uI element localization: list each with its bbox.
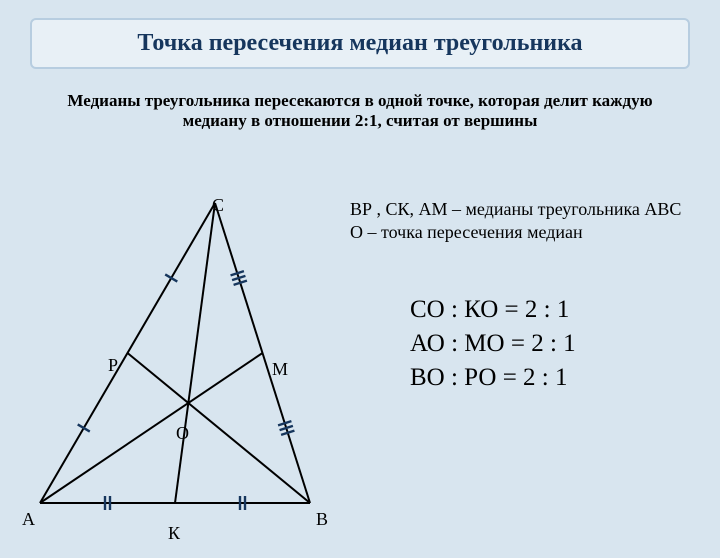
vertex-label-b: В	[316, 509, 328, 530]
vertex-label-o: О	[176, 423, 189, 444]
vertex-label-k: К	[168, 523, 180, 544]
subtitle-text: Медианы треугольника пересекаются в одно…	[67, 91, 652, 130]
ratio-block: СО : КО = 2 : 1 АО : МО = 2 : 1 ВО : РО …	[410, 293, 576, 394]
title-text: Точка пересечения медиан треугольника	[137, 30, 582, 56]
legend-block: ВР , СК, АМ – медианы треугольника АВС О…	[350, 198, 700, 245]
ratio-1: СО : КО = 2 : 1	[410, 293, 576, 327]
legend-line-1: ВР , СК, АМ – медианы треугольника АВС	[350, 198, 700, 221]
theorem-statement: Медианы треугольника пересекаются в одно…	[50, 91, 670, 131]
triangle-diagram	[20, 183, 340, 533]
page-title: Точка пересечения медиан треугольника	[30, 18, 690, 69]
ratio-3: ВО : РО = 2 : 1	[410, 361, 576, 395]
vertex-label-c: С	[212, 195, 224, 216]
vertex-label-a: А	[22, 509, 35, 530]
vertex-label-p: Р	[108, 355, 118, 376]
triangle-svg	[20, 183, 340, 533]
ratio-2: АО : МО = 2 : 1	[410, 327, 576, 361]
vertex-label-m: М	[272, 359, 288, 380]
legend-line-2: О – точка пересечения медиан	[350, 221, 700, 244]
